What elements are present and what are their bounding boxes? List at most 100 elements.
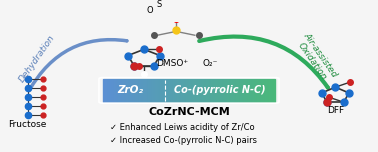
Bar — [136, 79, 137, 102]
Bar — [250, 79, 251, 102]
Bar — [137, 79, 138, 102]
Bar — [107, 79, 108, 102]
Bar — [189, 79, 190, 102]
Bar — [237, 79, 238, 102]
Bar — [253, 79, 254, 102]
FancyArrowPatch shape — [29, 40, 127, 91]
Bar — [116, 79, 118, 102]
Bar — [226, 79, 227, 102]
Text: Fructose: Fructose — [8, 121, 47, 130]
Bar — [152, 79, 153, 102]
Bar — [168, 79, 169, 102]
Bar — [182, 79, 183, 102]
Text: O: O — [147, 7, 153, 16]
Bar — [133, 79, 134, 102]
Text: DMSO⁺: DMSO⁺ — [156, 59, 188, 68]
Bar — [210, 79, 211, 102]
Bar — [257, 79, 258, 102]
Bar — [270, 79, 271, 102]
Bar — [139, 79, 140, 102]
Bar — [238, 79, 239, 102]
Bar — [188, 79, 189, 102]
Bar — [151, 79, 152, 102]
Bar — [215, 79, 216, 102]
Bar — [169, 79, 170, 102]
Bar — [124, 79, 125, 102]
Bar — [192, 79, 193, 102]
Text: O₂⁻: O₂⁻ — [202, 59, 218, 68]
Bar — [178, 79, 179, 102]
Bar — [109, 79, 110, 102]
Bar — [106, 79, 107, 102]
Bar — [135, 79, 136, 102]
Bar — [228, 79, 229, 102]
Bar — [115, 79, 116, 102]
Bar — [231, 79, 232, 102]
Bar — [246, 79, 247, 102]
Bar — [119, 79, 120, 102]
Text: ZrO₂: ZrO₂ — [117, 85, 143, 95]
Bar — [199, 79, 200, 102]
Bar — [157, 79, 158, 102]
Bar — [120, 79, 121, 102]
Text: Co-(pyrrolic N-C): Co-(pyrrolic N-C) — [174, 85, 266, 95]
Bar — [262, 79, 263, 102]
Bar — [227, 79, 228, 102]
Bar — [193, 79, 194, 102]
Bar — [214, 79, 215, 102]
Bar — [196, 79, 197, 102]
Bar — [251, 79, 252, 102]
Bar — [213, 79, 214, 102]
Bar — [219, 79, 220, 102]
Bar — [122, 79, 123, 102]
Bar — [112, 79, 113, 102]
Bar — [247, 79, 248, 102]
Bar — [202, 79, 203, 102]
Bar — [160, 79, 161, 102]
Bar — [201, 79, 202, 102]
Bar — [158, 79, 159, 102]
Bar — [187, 79, 188, 102]
Bar — [161, 79, 162, 102]
Bar — [134, 79, 135, 102]
Bar — [195, 79, 196, 102]
Bar — [127, 79, 128, 102]
Bar — [241, 79, 242, 102]
Bar — [130, 79, 131, 102]
Bar — [229, 79, 231, 102]
Bar — [141, 79, 143, 102]
Bar — [162, 79, 163, 102]
Bar — [260, 79, 262, 102]
Bar — [245, 79, 246, 102]
Bar — [108, 79, 109, 102]
Bar — [240, 79, 241, 102]
Bar — [217, 79, 218, 102]
Bar — [129, 79, 130, 102]
Bar — [194, 79, 195, 102]
Bar — [244, 79, 245, 102]
Bar — [163, 79, 164, 102]
Bar — [235, 79, 237, 102]
Bar — [143, 79, 144, 102]
Bar — [177, 79, 178, 102]
Bar — [144, 79, 145, 102]
Bar — [185, 79, 186, 102]
Bar — [218, 79, 219, 102]
Bar — [264, 79, 265, 102]
Bar — [274, 79, 275, 102]
Bar — [173, 79, 174, 102]
Bar — [156, 79, 157, 102]
Bar — [266, 79, 268, 102]
Bar — [203, 79, 204, 102]
Bar — [200, 79, 201, 102]
Bar — [271, 79, 272, 102]
Bar — [128, 79, 129, 102]
Bar — [147, 79, 149, 102]
Bar — [153, 79, 155, 102]
Bar — [125, 79, 126, 102]
Bar — [138, 79, 139, 102]
Bar — [233, 79, 234, 102]
Bar — [176, 79, 177, 102]
Bar — [205, 79, 206, 102]
Bar — [140, 79, 141, 102]
